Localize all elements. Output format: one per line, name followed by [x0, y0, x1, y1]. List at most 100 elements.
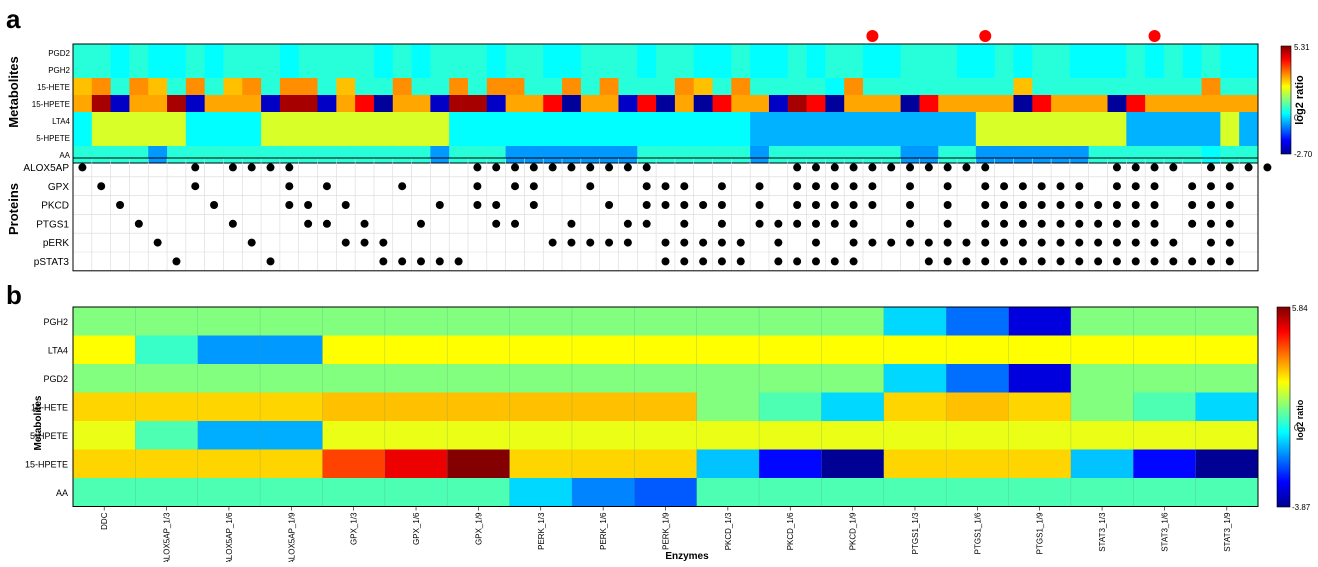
heatmap-cell	[1126, 95, 1146, 113]
heatmap-cell	[135, 392, 199, 422]
protein-dot	[623, 219, 632, 228]
heatmap-cell	[599, 95, 619, 113]
protein-dot	[1169, 163, 1178, 172]
protein-dot	[454, 257, 463, 266]
protein-dot	[153, 238, 162, 247]
protein-dot	[172, 257, 181, 266]
heatmap-cell	[637, 112, 657, 130]
heatmap-cell	[509, 421, 573, 450]
protein-dot	[868, 182, 877, 191]
protein-dot	[529, 163, 538, 172]
protein-dot	[473, 182, 482, 191]
heatmap-cell	[863, 78, 883, 96]
heatmap-cell	[571, 478, 635, 507]
heatmap-cell	[693, 44, 714, 62]
heatmap-cell	[449, 146, 469, 164]
heatmap-cell	[844, 146, 864, 164]
heatmap-cell	[486, 146, 507, 164]
heatmap-cell	[167, 129, 187, 147]
heatmap-cell	[242, 129, 262, 147]
protein-dot	[511, 182, 520, 191]
protein-dot	[906, 238, 915, 247]
heatmap-cell	[1008, 449, 1072, 479]
protein-dot	[1112, 182, 1121, 191]
heatmap-cell	[91, 112, 112, 130]
heatmap-cell	[129, 78, 149, 96]
heatmap-cell	[975, 129, 996, 147]
protein-dot	[435, 257, 444, 266]
heatmap-cell	[938, 78, 958, 96]
heatmap-cell	[373, 112, 394, 130]
heatmap-cell	[468, 129, 488, 147]
protein-dot	[210, 201, 219, 209]
heatmap-cell	[110, 146, 130, 164]
protein-dot	[1056, 201, 1065, 209]
protein-dot	[981, 257, 990, 266]
heatmap-cell	[883, 364, 947, 393]
heatmap-cell	[1069, 129, 1090, 147]
heatmap-cell	[73, 421, 136, 450]
heatmap-cell	[336, 112, 356, 130]
protein-dot	[97, 182, 106, 191]
protein-dot	[642, 163, 651, 172]
protein-dot	[1000, 219, 1009, 228]
heatmap-cell	[1195, 478, 1259, 507]
heatmap-cell	[373, 78, 394, 96]
protein-dot	[830, 182, 839, 191]
heatmap-cell	[1163, 112, 1184, 130]
protein-label: pERK	[43, 238, 69, 249]
protein-dot	[511, 163, 520, 172]
protein-dot	[811, 238, 820, 247]
protein-dot	[1225, 163, 1234, 172]
heatmap-cell	[317, 61, 337, 79]
protein-dot	[1075, 219, 1084, 228]
protein-dot	[849, 219, 858, 228]
protein-dot	[285, 182, 294, 191]
heatmap-cell	[656, 112, 676, 130]
protein-dot	[887, 238, 896, 247]
protein-dot	[1150, 219, 1159, 228]
row-label: PGH2	[48, 66, 70, 75]
heatmap-cell	[825, 44, 845, 62]
protein-dot	[924, 257, 933, 266]
colorbar-gradient	[1276, 306, 1291, 508]
heatmap-cell	[261, 112, 281, 130]
heatmap-cell	[599, 112, 619, 130]
heatmap-cell	[768, 146, 789, 164]
protein-dot	[567, 163, 576, 172]
heatmap-cell	[674, 112, 695, 130]
heatmap-cell	[1133, 449, 1197, 479]
protein-dot	[680, 182, 689, 191]
heatmap-cell	[411, 78, 431, 96]
protein-dot	[830, 219, 839, 228]
heatmap-cell	[580, 95, 601, 113]
heatmap-cell	[787, 61, 808, 79]
protein-dot	[755, 219, 764, 228]
heatmap-cell	[260, 307, 323, 336]
heatmap-cell	[919, 112, 939, 130]
x-tick-label: PKCD_1/9	[849, 512, 858, 550]
heatmap-cell	[863, 61, 883, 79]
x-tick-label: PTGS1_1/9	[1036, 512, 1045, 554]
protein-dot	[906, 219, 915, 228]
heatmap-cell	[468, 44, 488, 62]
heatmap-cell	[994, 129, 1014, 147]
protein-dot	[548, 163, 557, 172]
heatmap-cell	[355, 78, 375, 96]
heatmap-cell	[806, 95, 826, 113]
heatmap-cell	[674, 95, 695, 113]
heatmap-cell	[821, 335, 885, 365]
row-label: PGD2	[48, 49, 70, 58]
heatmap-cell	[447, 449, 511, 479]
heatmap-cell	[938, 61, 958, 79]
heatmap-cell	[447, 364, 511, 393]
heatmap-cell	[298, 146, 319, 164]
row-label: LTA4	[52, 117, 70, 126]
heatmap-cell	[580, 112, 601, 130]
heatmap-cell	[505, 78, 525, 96]
row-label: 15-HETE	[31, 403, 68, 413]
heatmap-cell	[317, 95, 337, 113]
heatmap-cell	[731, 44, 751, 62]
x-tick-label: ALOX5AP_1/6	[225, 512, 234, 562]
protein-dot	[1225, 182, 1234, 191]
